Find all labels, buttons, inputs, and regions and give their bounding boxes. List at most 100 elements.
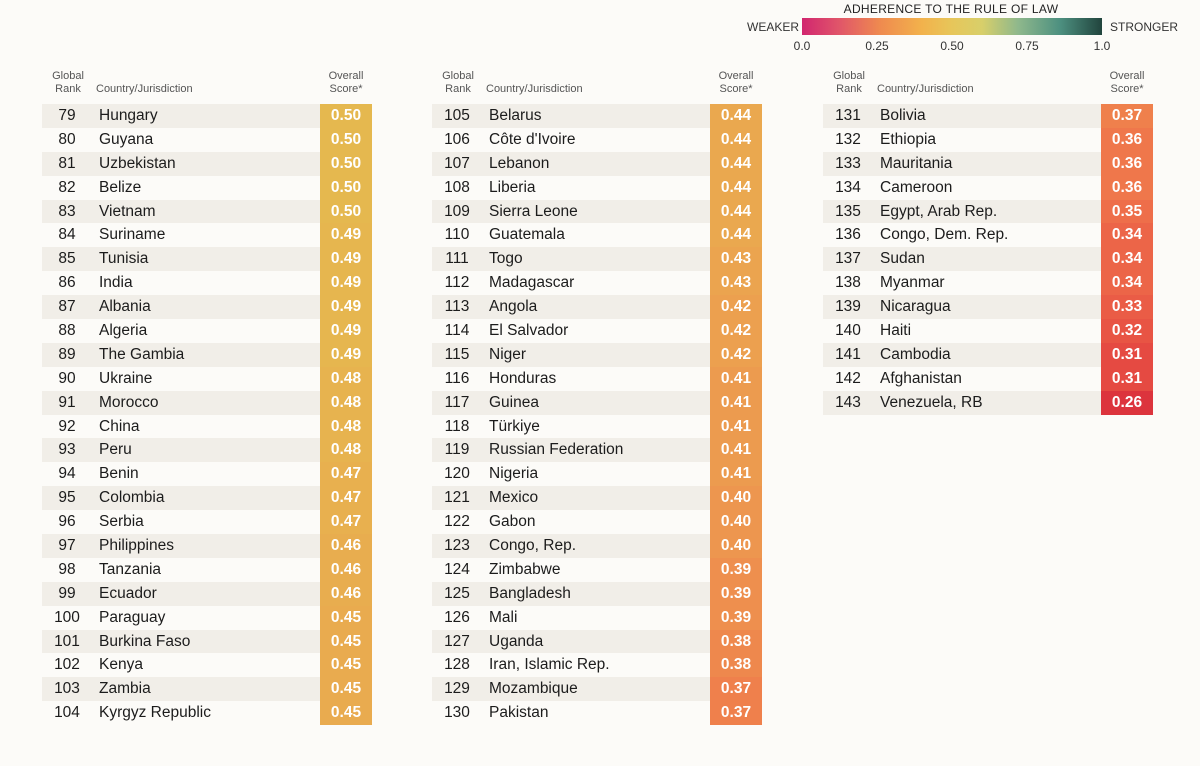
country-cell: Mali (489, 608, 518, 626)
score-cell: 0.43 (710, 247, 762, 272)
table-row: 100 Paraguay 0.45 (42, 605, 372, 630)
rank-cell: 100 (54, 608, 80, 626)
country-cell: Bangladesh (489, 584, 571, 602)
score-cell: 0.37 (710, 677, 762, 702)
country-cell: Myanmar (880, 274, 945, 292)
country-cell: Philippines (99, 537, 174, 555)
table-row: 107 Lebanon 0.44 (432, 151, 762, 176)
table-row: 95 Colombia 0.47 (42, 486, 372, 511)
score-cell: 0.48 (320, 414, 372, 439)
country-cell: Tanzania (99, 560, 162, 578)
table-row: 89 The Gambia 0.49 (42, 342, 372, 367)
rank-cell: 134 (835, 178, 861, 196)
table-row: 85 Tunisia 0.49 (42, 247, 372, 272)
header-overall-score: Overall Score* (710, 70, 762, 96)
score-cell: 0.50 (320, 199, 372, 224)
country-cell: Paraguay (99, 608, 166, 626)
table-row: 136 Congo, Dem. Rep. 0.34 (823, 223, 1153, 248)
score-cell: 0.45 (320, 653, 372, 678)
legend-tick: 0.75 (1015, 39, 1039, 53)
table-row: 112 Madagascar 0.43 (432, 271, 762, 296)
rank-cell: 136 (835, 226, 861, 244)
rank-cell: 111 (445, 250, 469, 268)
country-cell: Sudan (880, 250, 925, 268)
legend: ADHERENCE TO THE RULE OF LAW WEAKER STRO… (0, 0, 1200, 60)
country-cell: Afghanistan (880, 369, 962, 387)
table-row: 141 Cambodia 0.31 (823, 342, 1153, 367)
country-cell: Colombia (99, 489, 165, 507)
legend-tick: 1.0 (1093, 39, 1111, 53)
rank-cell: 82 (58, 178, 76, 196)
country-cell: Guatemala (489, 226, 565, 244)
score-cell: 0.46 (320, 557, 372, 582)
rank-cell: 123 (444, 537, 470, 555)
rank-cell: 92 (58, 417, 76, 435)
table-row: 113 Angola 0.42 (432, 295, 762, 320)
country-cell: Côte d'Ivoire (489, 130, 576, 148)
score-cell: 0.31 (1101, 366, 1153, 391)
country-cell: Belarus (489, 107, 542, 124)
rank-cell: 84 (58, 226, 76, 244)
score-cell: 0.50 (320, 175, 372, 200)
score-cell: 0.42 (710, 295, 762, 320)
score-cell: 0.50 (320, 127, 372, 152)
rank-cell: 112 (444, 274, 470, 292)
rank-cell: 137 (835, 250, 861, 268)
table-row: 109 Sierra Leone 0.44 (432, 199, 762, 224)
country-cell: Kyrgyz Republic (99, 704, 211, 722)
country-cell: Nicaragua (880, 298, 951, 316)
column-header: Global Rank Country/Jurisdiction Overall S… (42, 68, 372, 104)
legend-tick: 0.0 (793, 39, 811, 53)
table-row: 126 Mali 0.39 (432, 605, 762, 630)
country-cell: Morocco (99, 393, 159, 411)
country-cell: China (99, 417, 140, 435)
rank-cell: 132 (835, 130, 861, 148)
rank-cell: 103 (54, 680, 80, 698)
table-row: 90 Ukraine 0.48 (42, 366, 372, 391)
table-row: 106 Côte d'Ivoire 0.44 (432, 127, 762, 152)
rank-cell: 141 (835, 345, 861, 363)
table-row: 88 Algeria 0.49 (42, 319, 372, 343)
table-row: 91 Morocco 0.48 (42, 390, 372, 415)
rank-cell: 102 (54, 656, 80, 674)
score-cell: 0.44 (710, 151, 762, 176)
score-cell: 0.38 (710, 629, 762, 654)
score-cell: 0.26 (1101, 390, 1153, 415)
score-cell: 0.44 (710, 175, 762, 200)
table-row: 96 Serbia 0.47 (42, 510, 372, 535)
score-cell: 0.41 (710, 438, 762, 463)
header-rank-line: Rank (445, 83, 471, 95)
score-cell: 0.34 (1101, 247, 1153, 272)
score-cell: 0.45 (320, 605, 372, 630)
table-row: 138 Myanmar 0.34 (823, 271, 1153, 296)
country-cell: Benin (99, 465, 139, 483)
header-score-line: Overall (328, 70, 364, 82)
score-cell: 0.47 (320, 510, 372, 535)
rank-cell: 83 (58, 202, 76, 220)
table-row: 86 India 0.49 (42, 271, 372, 296)
table-row: 114 El Salvador 0.42 (432, 319, 762, 343)
rank-cell: 108 (444, 178, 470, 196)
header-score-line: Overall (1109, 70, 1145, 82)
country-cell: Guinea (489, 393, 539, 411)
header-score-line: Overall (718, 70, 754, 82)
table-row: 79 Hungary 0.50 (42, 104, 372, 128)
table-row: 82 Belize 0.50 (42, 175, 372, 200)
rank-cell: 139 (835, 298, 861, 316)
header-rank-line: Global (833, 70, 865, 82)
table-row: 92 China 0.48 (42, 414, 372, 439)
table-row: 130 Pakistan 0.37 (432, 701, 762, 726)
country-cell: Mexico (489, 489, 539, 507)
country-cell: Bolivia (880, 107, 926, 124)
header-score-line: Score* (1110, 83, 1144, 95)
rank-cell: 118 (444, 417, 470, 435)
score-cell: 0.48 (320, 438, 372, 463)
rank-cell: 114 (444, 322, 470, 340)
score-cell: 0.35 (1101, 199, 1153, 224)
header-rank-line: Global (52, 70, 84, 82)
country-cell: Uzbekistan (99, 154, 176, 172)
table-row: 135 Egypt, Arab Rep. 0.35 (823, 199, 1153, 224)
country-cell: Hungary (99, 107, 158, 124)
header-global-rank: Global Rank (42, 70, 94, 96)
rank-cell: 128 (444, 656, 470, 674)
